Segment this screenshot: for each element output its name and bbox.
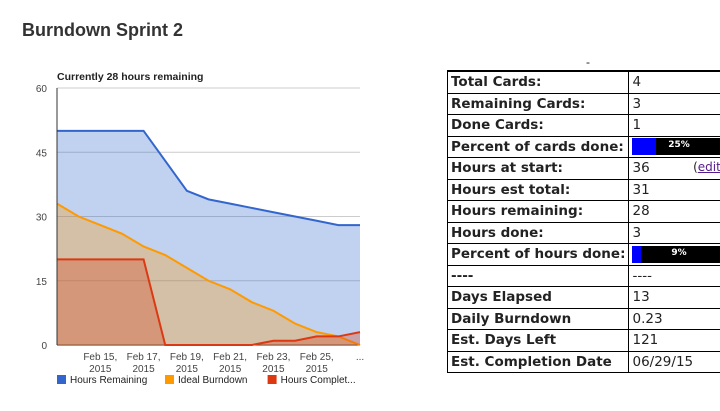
total-cards-label: Total Cards:: [446, 70, 630, 94]
stats-row-done-cards: Done Cards: 1: [446, 114, 720, 137]
done-cards-value: 1: [628, 114, 720, 137]
edit-link-wrapper: (edit): [693, 160, 720, 175]
x-tick-year-2: 2015: [176, 364, 199, 375]
legend-label-1: Ideal Burndown: [178, 375, 248, 386]
y-tick-label-60: 60: [36, 84, 48, 95]
separator-label: ----: [446, 264, 630, 287]
stats-row-completion-date: Est. Completion Date 06/29/15: [446, 350, 720, 373]
percent-cards-progress-bar: 25%: [632, 138, 720, 156]
x-tick-label-1: Feb 17,: [127, 352, 161, 363]
x-tick-label-5: Feb 25,: [300, 352, 334, 363]
remaining-cards-label: Remaining Cards:: [446, 92, 630, 115]
stats-row-hours-start: Hours at start: 36 (edit): [446, 157, 720, 180]
completion-date-label: Est. Completion Date: [446, 350, 630, 373]
percent-hours-progress-bar: 9%: [632, 245, 720, 263]
remaining-cards-value: 3: [628, 92, 720, 115]
stats-row-percent-hours: Percent of hours done: 9%: [446, 243, 720, 266]
x-tick-year-1: 2015: [132, 364, 155, 375]
stats-row-hours-done: Hours done: 3: [446, 221, 720, 244]
edit-link[interactable]: edit: [697, 160, 720, 175]
legend-swatch-0: [57, 375, 66, 384]
hours-est-value: 31: [628, 178, 720, 201]
completion-date-value: 06/29/15: [628, 350, 720, 373]
percent-hours-progress-text: 9%: [671, 247, 687, 258]
series-area-1: [57, 203, 360, 345]
burndown-chart: Currently 28 hours remaining 0 15 30 45 60 Feb…: [36, 71, 364, 386]
percent-cards-progress-text: 25%: [668, 140, 690, 151]
stats-row-separator: ---- ----: [446, 264, 720, 287]
days-left-value: 121: [628, 329, 720, 352]
stats-row-hours-remaining: Hours remaining: 28: [446, 200, 720, 223]
daily-burndown-label: Daily Burndown: [446, 307, 630, 330]
stats-table: Total Cards: 4 Remaining Cards: 3 Done C…: [446, 70, 720, 373]
y-tick-label-0: 0: [41, 341, 47, 352]
percent-hours-progress-fill: [632, 245, 641, 263]
hours-remaining-value: 28: [628, 200, 720, 223]
x-tick-label-2: Feb 19,: [170, 352, 204, 363]
series-area-0: [57, 130, 360, 345]
hours-done-value: 3: [628, 221, 720, 244]
series-line-0: [57, 129, 360, 227]
legend-swatch-2: [267, 375, 277, 384]
hours-start-cell: 36 (edit): [628, 157, 720, 180]
legend-label-2: Hours Complet...: [281, 375, 356, 386]
x-tick-label-6: ...: [356, 352, 364, 363]
total-cards-value: 4: [628, 70, 720, 94]
separator-value: ----: [628, 264, 720, 287]
percent-cards-label: Percent of cards done:: [446, 135, 630, 158]
percent-cards-progress-fill: [632, 138, 656, 156]
x-tick-year-3: 2015: [219, 364, 242, 375]
x-tick-year-4: 2015: [262, 364, 285, 375]
series-area-2: [57, 259, 360, 345]
hours-remaining-label: Hours remaining:: [446, 200, 630, 223]
percent-hours-label: Percent of hours done:: [446, 243, 630, 266]
stats-row-days-left: Est. Days Left 121: [446, 329, 720, 352]
hours-start-value: 36: [632, 160, 650, 177]
stats-row-percent-cards: Percent of cards done: 25%: [446, 135, 720, 158]
stats-row-daily-burndown: Daily Burndown 0.23: [446, 307, 720, 330]
stats-row-total-cards: Total Cards: 4: [446, 70, 720, 94]
separator-mark: -: [586, 55, 590, 69]
y-tick-label-15: 15: [36, 277, 48, 288]
days-left-label: Est. Days Left: [446, 329, 630, 352]
stats-row-hours-est: Hours est total: 31: [446, 178, 720, 201]
days-elapsed-value: 13: [628, 286, 720, 309]
stats-row-remaining-cards: Remaining Cards: 3: [446, 92, 720, 115]
percent-hours-cell: 9%: [628, 243, 720, 266]
hours-done-label: Hours done:: [446, 221, 630, 244]
y-tick-label-30: 30: [36, 213, 48, 224]
chart-title: Currently 28 hours remaining: [57, 71, 203, 83]
x-tick-label-0: Feb 15,: [83, 352, 117, 363]
page-title: Burndown Sprint 2: [22, 20, 183, 40]
hours-start-label: Hours at start:: [446, 157, 630, 180]
legend-swatch-1: [165, 375, 174, 384]
percent-cards-cell: 25%: [628, 135, 720, 158]
hours-est-label: Hours est total:: [446, 178, 630, 201]
daily-burndown-value: 0.23: [628, 307, 720, 330]
x-tick-label-4: Feb 23,: [256, 352, 290, 363]
stats-row-days-elapsed: Days Elapsed 13: [446, 286, 720, 309]
x-tick-year-5: 2015: [306, 364, 329, 375]
y-tick-label-45: 45: [36, 148, 48, 159]
done-cards-label: Done Cards:: [446, 114, 630, 137]
series-line-2: [57, 258, 361, 346]
x-tick-year-0: 2015: [89, 364, 112, 375]
series-line-1: [56, 202, 361, 346]
legend-label-0: Hours Remaining: [70, 375, 147, 386]
x-tick-label-3: Feb 21,: [213, 352, 247, 363]
days-elapsed-label: Days Elapsed: [446, 286, 630, 309]
